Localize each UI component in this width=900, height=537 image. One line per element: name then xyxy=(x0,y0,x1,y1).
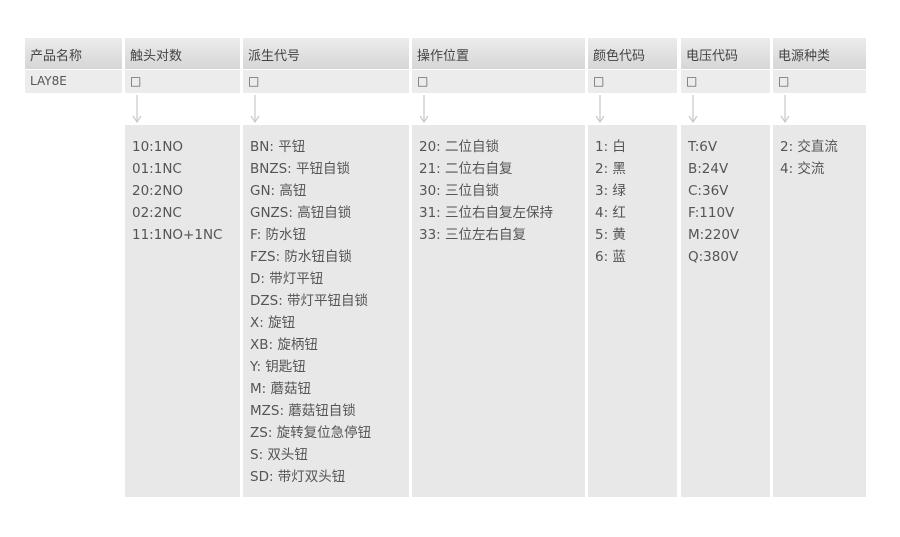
options-box: BN: 平钮 BNZS: 平钮自锁 GN: 高钮 GNZS: 高钮自锁 F: 防水钮 FZ… xyxy=(243,125,409,497)
option: 33: 三位左右自复 xyxy=(419,227,527,243)
option: GNZS: 高钮自锁 xyxy=(250,205,352,221)
arrow xyxy=(595,95,605,123)
model-cell: □ xyxy=(681,70,770,93)
option: 21: 二位右自复 xyxy=(419,161,513,177)
option: D: 带灯平钮 xyxy=(250,271,324,287)
option: 31: 三位右自复左保持 xyxy=(419,205,554,221)
option: 3: 绿 xyxy=(595,183,626,199)
option: S: 双头钮 xyxy=(250,447,308,463)
option: SD: 带灯双头钮 xyxy=(250,469,346,485)
header-cell: 派生代号 xyxy=(243,38,409,69)
option: 2: 交直流 xyxy=(780,139,838,155)
option: BN: 平钮 xyxy=(250,139,306,155)
model-cell: □ xyxy=(412,70,585,93)
header-cell: 电压代码 xyxy=(681,38,770,69)
option: 4: 红 xyxy=(595,205,626,221)
option: F: 防水钮 xyxy=(250,227,307,243)
model-cell: □ xyxy=(588,70,677,93)
option: XB: 旋柄钮 xyxy=(250,337,318,353)
option: BNZS: 平钮自锁 xyxy=(250,161,351,177)
model-cell: LAY8E xyxy=(25,70,122,93)
arrow xyxy=(688,95,698,123)
header-cell: 电源种类 xyxy=(773,38,866,69)
option: 20:2NO xyxy=(132,183,184,199)
option: 1: 白 xyxy=(595,139,626,155)
option: 4: 交流 xyxy=(780,161,825,177)
options-box: 1: 白 2: 黑 3: 绿 4: 红 5: 黄 6: 蓝 xyxy=(588,125,677,497)
arrow xyxy=(250,95,260,123)
options-box: 2: 交直流 4: 交流 xyxy=(773,125,866,497)
option: 5: 黄 xyxy=(595,227,626,243)
model-cell: □ xyxy=(125,70,240,93)
options-box: 10:1NO 01:1NC 20:2NO 02:2NC 11:1NO+1NC xyxy=(125,125,240,497)
option: ZS: 旋转复位急停钮 xyxy=(250,425,372,441)
option: 6: 蓝 xyxy=(595,249,626,265)
header-cell: 操作位置 xyxy=(412,38,585,69)
option: Y: 钥匙钮 xyxy=(250,359,306,375)
model-cell: □ xyxy=(243,70,409,93)
options-box: 20: 二位自锁 21: 二位右自复 30: 三位自锁 31: 三位右自复左保持 33:… xyxy=(412,125,585,497)
option: Q:380V xyxy=(688,249,739,265)
option: MZS: 蘑菇钮自锁 xyxy=(250,403,356,419)
model-cell: □ xyxy=(773,70,866,93)
option: 30: 三位自锁 xyxy=(419,183,500,199)
header-cell: 颜色代码 xyxy=(588,38,677,69)
option: DZS: 带灯平钮自锁 xyxy=(250,293,369,309)
option: M:220V xyxy=(688,227,740,243)
option: F:110V xyxy=(688,205,735,221)
option: 02:2NC xyxy=(132,205,182,221)
arrow xyxy=(419,95,429,123)
option: GN: 高钮 xyxy=(250,183,307,199)
option: C:36V xyxy=(688,183,729,199)
option: B:24V xyxy=(688,161,729,177)
option: X: 旋钮 xyxy=(250,315,296,331)
option: 11:1NO+1NC xyxy=(132,227,223,243)
option: T:6V xyxy=(688,139,718,155)
option: 20: 二位自锁 xyxy=(419,139,500,155)
header-cell: 触头对数 xyxy=(125,38,240,69)
option: 10:1NO xyxy=(132,139,184,155)
header-cell: 产品名称 xyxy=(25,38,122,69)
option: FZS: 防水钮自锁 xyxy=(250,249,352,265)
option: 2: 黑 xyxy=(595,161,626,177)
options-box: T:6V B:24V C:36V F:110V M:220V Q:380V xyxy=(681,125,770,497)
option: M: 蘑菇钮 xyxy=(250,381,311,397)
option: 01:1NC xyxy=(132,161,182,177)
arrow xyxy=(780,95,790,123)
arrow xyxy=(132,95,142,123)
